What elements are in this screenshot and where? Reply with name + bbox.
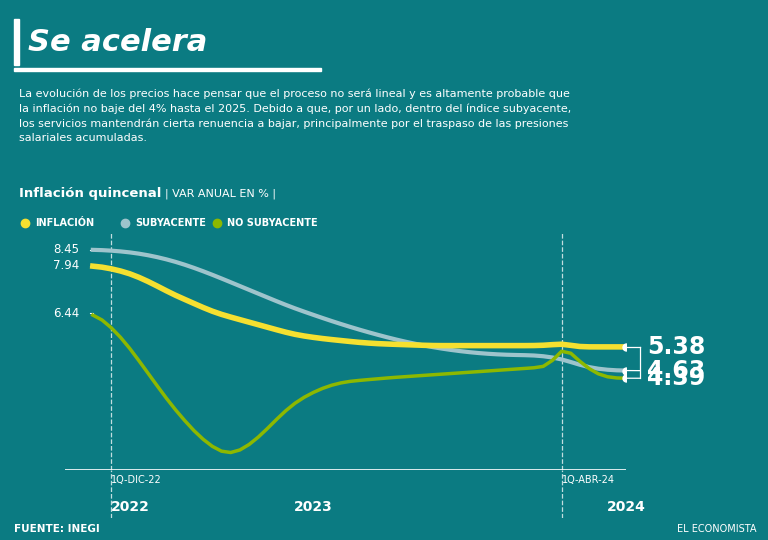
Text: 5.38: 5.38	[647, 335, 706, 359]
Text: SUBYACENTE: SUBYACENTE	[135, 218, 206, 228]
Text: 7.94: 7.94	[53, 259, 79, 272]
Text: 2023: 2023	[294, 500, 333, 514]
Text: La evolución de los precios hace pensar que el proceso no será lineal y es altam: La evolución de los precios hace pensar …	[19, 88, 571, 144]
Text: FUENTE: INEGI: FUENTE: INEGI	[14, 524, 100, 534]
Text: 6.44: 6.44	[53, 307, 79, 320]
Text: Inflación quincenal: Inflación quincenal	[19, 187, 161, 200]
Text: 4.39: 4.39	[647, 366, 705, 390]
Bar	[14, 18, 19, 65]
Text: 4.63: 4.63	[647, 359, 705, 383]
Text: 1Q-DIC-22: 1Q-DIC-22	[111, 475, 162, 485]
Text: NO SUBYACENTE: NO SUBYACENTE	[227, 218, 318, 228]
Text: 2022: 2022	[111, 500, 150, 514]
Text: | VAR ANUAL EN % |: | VAR ANUAL EN % |	[165, 188, 276, 199]
Text: 1Q-ABR-24: 1Q-ABR-24	[561, 475, 614, 485]
Bar	[14, 68, 321, 71]
Text: 2024: 2024	[607, 500, 645, 514]
Text: 8.45: 8.45	[53, 243, 79, 256]
Text: EL ECONOMISTA: EL ECONOMISTA	[677, 524, 756, 534]
Text: Se acelera: Se acelera	[28, 29, 207, 57]
Text: INFLACIÓN: INFLACIÓN	[35, 218, 94, 228]
